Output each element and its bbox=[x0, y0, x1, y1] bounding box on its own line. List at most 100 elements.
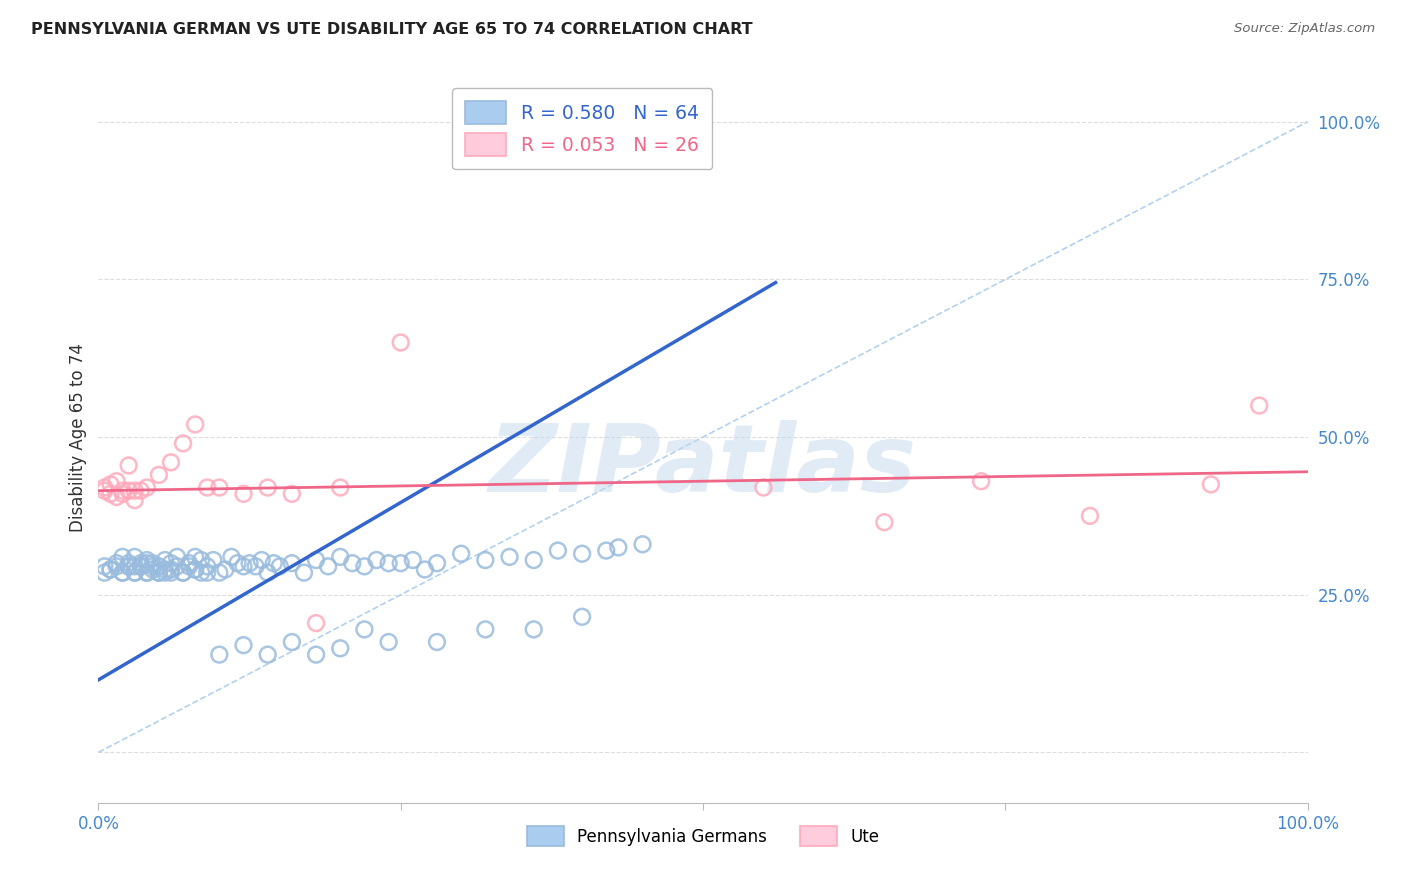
Point bbox=[179, 556, 201, 570]
Y-axis label: Disability Age 65 to 74: Disability Age 65 to 74 bbox=[69, 343, 87, 532]
Point bbox=[142, 556, 165, 570]
Point bbox=[135, 556, 157, 570]
Point bbox=[153, 553, 176, 567]
Point bbox=[613, 130, 636, 145]
Point bbox=[172, 436, 194, 450]
Point bbox=[184, 562, 207, 576]
Point bbox=[124, 566, 146, 580]
Point bbox=[111, 549, 134, 564]
Point bbox=[413, 562, 436, 576]
Point bbox=[366, 553, 388, 567]
Point bbox=[498, 549, 520, 564]
Point bbox=[547, 543, 569, 558]
Point bbox=[631, 537, 654, 551]
Point bbox=[1078, 508, 1101, 523]
Point bbox=[124, 493, 146, 508]
Point bbox=[221, 549, 243, 564]
Point bbox=[160, 566, 183, 580]
Point bbox=[232, 487, 254, 501]
Text: PENNSYLVANIA GERMAN VS UTE DISABILITY AGE 65 TO 74 CORRELATION CHART: PENNSYLVANIA GERMAN VS UTE DISABILITY AG… bbox=[31, 22, 752, 37]
Point bbox=[100, 477, 122, 491]
Point bbox=[214, 562, 236, 576]
Point bbox=[1249, 399, 1271, 413]
Point bbox=[873, 515, 896, 529]
Point bbox=[305, 648, 328, 662]
Point bbox=[179, 559, 201, 574]
Point bbox=[389, 335, 412, 350]
Point bbox=[195, 481, 218, 495]
Point bbox=[305, 553, 328, 567]
Point bbox=[377, 556, 399, 570]
Point bbox=[329, 641, 352, 656]
Point bbox=[111, 483, 134, 498]
Point bbox=[208, 481, 231, 495]
Point bbox=[166, 559, 188, 574]
Point bbox=[450, 547, 472, 561]
Point bbox=[172, 566, 194, 580]
Point bbox=[148, 566, 170, 580]
Point bbox=[353, 559, 375, 574]
Point bbox=[281, 487, 304, 501]
Point bbox=[142, 562, 165, 576]
Point bbox=[124, 559, 146, 574]
Point bbox=[111, 487, 134, 501]
Point bbox=[250, 553, 273, 567]
Point bbox=[100, 487, 122, 501]
Point bbox=[342, 556, 364, 570]
Point bbox=[377, 635, 399, 649]
Point bbox=[239, 556, 262, 570]
Point bbox=[353, 623, 375, 637]
Point bbox=[148, 467, 170, 482]
Point bbox=[118, 559, 141, 574]
Point bbox=[93, 481, 115, 495]
Point bbox=[256, 566, 278, 580]
Point bbox=[142, 559, 165, 574]
Point bbox=[571, 547, 593, 561]
Point bbox=[148, 566, 170, 580]
Point bbox=[1199, 477, 1222, 491]
Point bbox=[752, 481, 775, 495]
Point bbox=[245, 559, 267, 574]
Point bbox=[166, 549, 188, 564]
Point bbox=[474, 553, 496, 567]
Point bbox=[124, 566, 146, 580]
Point bbox=[148, 559, 170, 574]
Point bbox=[232, 638, 254, 652]
Point bbox=[329, 481, 352, 495]
Point bbox=[105, 559, 128, 574]
Point bbox=[129, 556, 152, 570]
Point bbox=[118, 458, 141, 473]
Point bbox=[474, 623, 496, 637]
Point bbox=[281, 635, 304, 649]
Point bbox=[153, 566, 176, 580]
Point bbox=[135, 566, 157, 580]
Point bbox=[305, 616, 328, 631]
Point bbox=[129, 559, 152, 574]
Point bbox=[190, 553, 212, 567]
Point bbox=[111, 566, 134, 580]
Point bbox=[202, 553, 225, 567]
Point bbox=[124, 483, 146, 498]
Legend: Pennsylvania Germans, Ute: Pennsylvania Germans, Ute bbox=[520, 820, 886, 853]
Point bbox=[118, 556, 141, 570]
Point bbox=[426, 556, 449, 570]
Point bbox=[329, 549, 352, 564]
Point bbox=[129, 559, 152, 574]
Point bbox=[118, 483, 141, 498]
Point bbox=[281, 556, 304, 570]
Point bbox=[135, 553, 157, 567]
Point bbox=[389, 556, 412, 570]
Point bbox=[190, 566, 212, 580]
Point bbox=[571, 609, 593, 624]
Point bbox=[105, 490, 128, 504]
Point bbox=[208, 566, 231, 580]
Point bbox=[263, 556, 285, 570]
Point bbox=[111, 566, 134, 580]
Point bbox=[124, 549, 146, 564]
Point bbox=[160, 556, 183, 570]
Point bbox=[118, 559, 141, 574]
Point bbox=[226, 556, 249, 570]
Point bbox=[195, 559, 218, 574]
Point bbox=[93, 483, 115, 498]
Point bbox=[100, 562, 122, 576]
